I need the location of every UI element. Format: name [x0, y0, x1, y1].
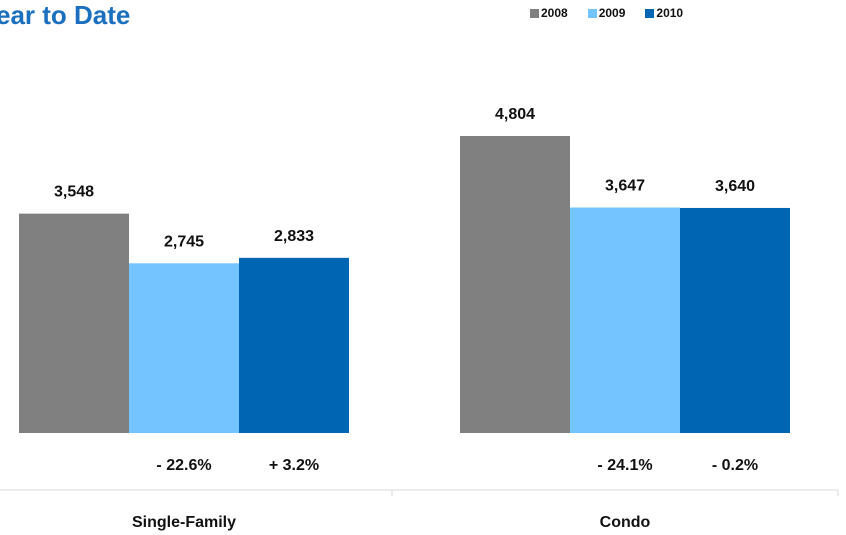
chart-title: ear to Date	[0, 0, 131, 30]
legend-label-2010: 2010	[656, 6, 684, 20]
bar-single-family-2010	[239, 257, 349, 433]
category-label-single-family: Single-Family	[132, 514, 236, 531]
category-label-condo: Condo	[600, 514, 651, 531]
change-label-single-family-2009: - 22.6%	[156, 457, 211, 474]
change-label-single-family-2010: + 3.2%	[269, 457, 319, 474]
legend-swatch-2008	[530, 8, 539, 18]
bar-condo-2010	[680, 207, 790, 433]
data-label-condo-2009: 3,647	[605, 178, 645, 195]
data-label-condo-2010: 3,640	[715, 178, 755, 195]
legend-swatch-2009	[587, 8, 597, 18]
change-label-condo-2010: - 0.2%	[712, 457, 758, 474]
legend-item-2008: 2008	[530, 6, 568, 20]
data-label-single-family-2010: 2,833	[274, 228, 314, 245]
bar-single-family-2008	[19, 213, 129, 433]
legend-swatch-2010	[645, 8, 655, 18]
bar-single-family-2009	[129, 263, 239, 433]
bar-condo-2009	[570, 207, 680, 433]
legend: 2008 2009 2010	[530, 6, 703, 20]
legend-label-2008: 2008	[541, 6, 568, 20]
bar-condo-2008	[460, 136, 570, 433]
data-label-single-family-2008: 3,548	[54, 184, 94, 201]
legend-item-2010: 2010	[645, 6, 683, 20]
change-label-condo-2009: - 24.1%	[597, 457, 652, 474]
legend-label-2009: 2009	[598, 6, 626, 20]
legend-item-2009: 2009	[587, 6, 626, 20]
data-label-condo-2008: 4,804	[495, 106, 535, 123]
data-label-single-family-2009: 2,745	[164, 233, 204, 250]
